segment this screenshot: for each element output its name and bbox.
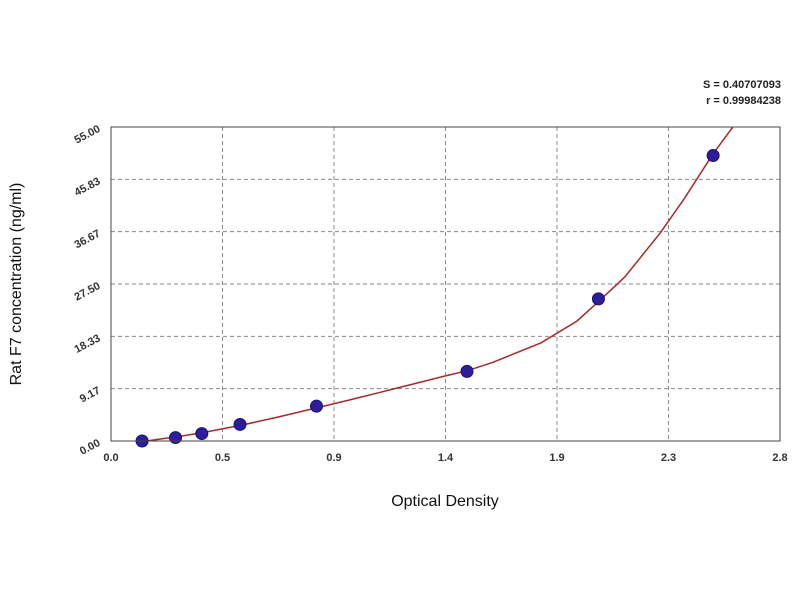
- y-tick-label: 9.17: [78, 385, 103, 406]
- data-point: [195, 427, 209, 441]
- y-tick-labels: 0.00 9.17 18.33 27.50 36.67 45.83 55.00: [72, 123, 102, 458]
- x-tick-label: 0.9: [326, 452, 341, 464]
- data-point: [706, 149, 720, 163]
- fit-curve-layer: [141, 127, 734, 441]
- x-tick-label: 1.9: [549, 452, 564, 464]
- fit-curve: [141, 127, 734, 441]
- x-tick-label: 0.0: [103, 452, 118, 464]
- x-tick-label: 2.8: [772, 452, 787, 464]
- y-axis-label: Rat F7 concentration (ng/ml): [8, 183, 25, 386]
- data-point: [460, 364, 474, 378]
- y-tick-label: 27.50: [72, 280, 102, 304]
- stat-s-value: S = 0.40707093: [703, 79, 781, 91]
- data-point: [309, 399, 323, 413]
- data-point: [233, 417, 247, 431]
- x-tick-label: 0.5: [215, 452, 230, 464]
- plot-frame: [110, 126, 781, 442]
- x-tick-labels: 0.0 0.5 0.9 1.4 1.9 2.3 2.8: [103, 452, 787, 464]
- y-tick-label: 36.67: [72, 228, 102, 252]
- grid-lines: [111, 127, 780, 441]
- data-point: [591, 292, 605, 306]
- stat-r-value: r = 0.99984238: [706, 95, 781, 107]
- x-tick-label: 1.4: [438, 452, 454, 464]
- data-point: [169, 431, 183, 445]
- y-tick-label: 55.00: [72, 123, 102, 147]
- y-tick-label: 45.83: [72, 175, 102, 199]
- y-tick-label: 0.00: [78, 437, 103, 458]
- y-tick-label: 18.33: [72, 332, 102, 356]
- x-axis-label: Optical Density: [391, 493, 499, 510]
- x-tick-label: 2.3: [661, 452, 676, 464]
